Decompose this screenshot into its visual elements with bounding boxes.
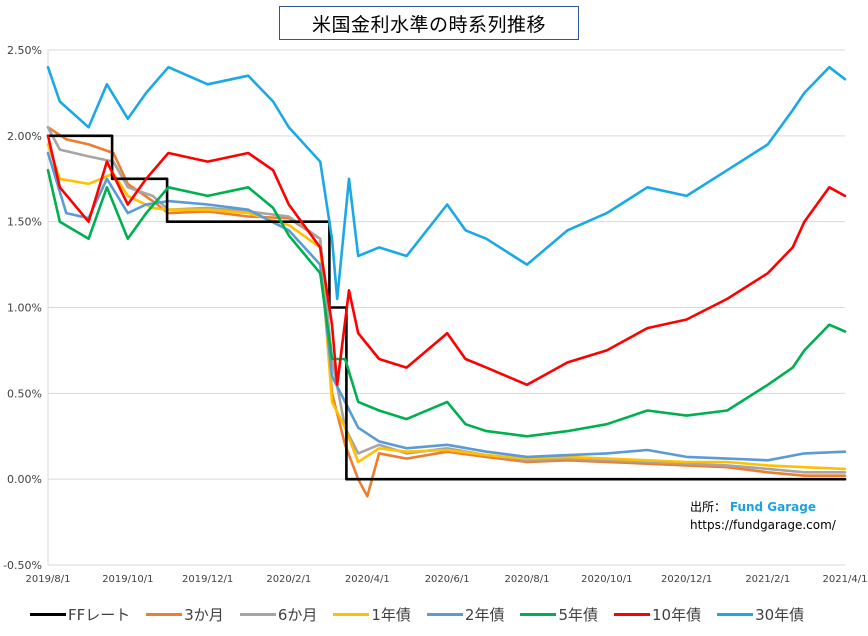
series-line-1 (46, 134, 847, 481)
series-line-7 (46, 134, 847, 387)
legend-label: 30年債 (755, 605, 805, 624)
legend-swatch (146, 612, 183, 616)
legend-swatch (426, 612, 463, 616)
series-line-6 (46, 168, 847, 438)
x-tick-label: 2021/4/1 (823, 574, 868, 585)
legend-item-5: 2年債 (426, 604, 505, 625)
legend-label: 5年債 (558, 605, 598, 624)
x-tick-label: 2020/12/1 (661, 574, 712, 585)
y-tick-label: 1.00% (7, 302, 42, 315)
legend-label: 1年債 (371, 605, 411, 624)
series-line-3 (46, 126, 847, 474)
source-url: https://fundgarage.com/ (690, 518, 836, 532)
y-tick-label: 1.50% (7, 216, 42, 229)
legend-label: 6か月 (277, 605, 318, 624)
x-tick-label: 2019/8/1 (26, 574, 71, 585)
chart-legend: FFレート 3か月 6か月 1年債 2年債 5年債 10年債 30年債 (30, 603, 860, 625)
legend-swatch (30, 612, 66, 616)
x-tick-label: 2020/2/1 (266, 574, 311, 585)
legend-item-6: 5年債 (520, 604, 598, 625)
y-tick-label: 0.00% (7, 473, 42, 486)
legend-item-4: 1年債 (333, 604, 411, 625)
series-line-8 (46, 65, 847, 301)
legend-label: FFレート (68, 605, 131, 624)
legend-item-2: 3か月 (146, 604, 224, 625)
legend-item-3: 6か月 (239, 604, 318, 625)
chart-title: 米国金利水準の時系列推移 (279, 6, 579, 40)
x-tick-label: 2020/10/1 (581, 574, 632, 585)
x-tick-label: 2019/12/1 (182, 574, 233, 585)
legend-swatch (614, 612, 650, 616)
legend-label: 10年債 (652, 605, 702, 624)
x-tick-label: 2020/6/1 (425, 574, 470, 585)
source-label: 出所： Fund Garage (690, 498, 816, 515)
legend-swatch (239, 612, 276, 616)
x-tick-label: 2019/10/1 (102, 574, 153, 585)
series-line-5 (46, 151, 847, 462)
legend-label: 2年債 (464, 605, 505, 624)
legend-label: 3か月 (184, 605, 224, 624)
source-brand: Fund Garage (729, 500, 816, 514)
legend-swatch (333, 612, 370, 616)
source-prefix: 出所： (690, 500, 727, 514)
series-line-4 (46, 143, 847, 471)
legend-item-1: FFレート (30, 604, 130, 625)
y-tick-label: -0.50% (3, 559, 42, 572)
x-tick-label: 2020/8/1 (505, 574, 550, 585)
x-tick-label: 2021/2/1 (745, 574, 790, 585)
y-tick-label: 2.00% (7, 130, 42, 143)
legend-swatch (520, 612, 557, 616)
legend-swatch (717, 612, 754, 616)
legend-item-7: 10年債 (614, 604, 701, 625)
y-tick-label: 0.50% (7, 387, 42, 400)
legend-item-8: 30年債 (717, 604, 804, 625)
y-tick-label: 2.50% (7, 44, 42, 57)
x-tick-label: 2020/4/1 (345, 574, 390, 585)
